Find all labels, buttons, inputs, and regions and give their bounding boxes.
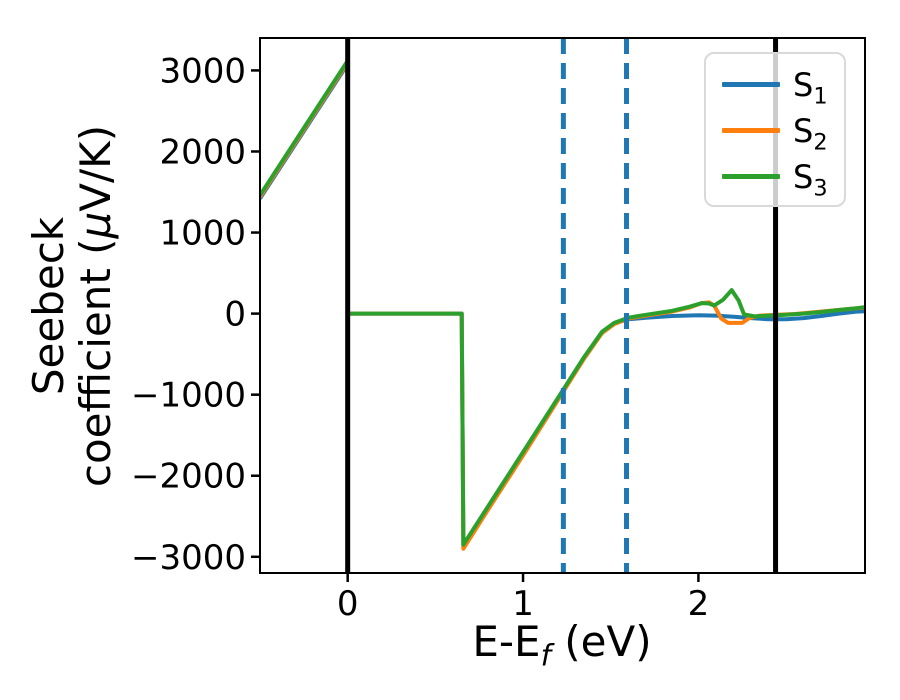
y-tick-label-1: 2000 [159,132,246,172]
mu-symbol: μ [71,211,120,239]
y-axis-label-line2: coefficient (μV/K) [71,124,120,488]
legend-label-s2: S2 [793,111,828,155]
y-tick-label-3: 0 [224,295,246,335]
legend-line-swatch-s3 [722,174,780,179]
series-group [260,58,865,551]
legend-label-s1: S1 [793,65,828,109]
y-tick-label-5: −2000 [131,457,246,497]
legend-item-s3: S3 [722,157,828,201]
x-axis-label: E-Ef (eV) [472,617,652,673]
y-tick-label-4: −1000 [131,376,246,416]
legend: S1 S2 S3 [704,52,846,207]
axes-spines [259,37,866,574]
y-tick-label-0: 3000 [159,51,246,91]
legend-line-swatch-s2 [722,128,780,133]
x-tick-label-1: 1 [512,584,534,624]
series-line-s3 [260,58,865,547]
x-axis-label-subscript: f [540,638,551,673]
y-tick-label-2: 1000 [159,214,246,254]
y-axis-label: Seebeck coefficient (μV/K) [23,124,120,488]
legend-label-s3: S3 [793,157,828,201]
y-tick-label-6: −3000 [131,538,246,578]
x-tick-label-0: 0 [337,584,359,624]
y-axis-label-line1: Seebeck [23,216,73,396]
legend-line-swatch-s1 [722,82,780,87]
x-tick-label-2: 2 [688,584,710,624]
legend-item-s1: S1 [722,65,828,109]
legend-item-s2: S2 [722,111,828,155]
